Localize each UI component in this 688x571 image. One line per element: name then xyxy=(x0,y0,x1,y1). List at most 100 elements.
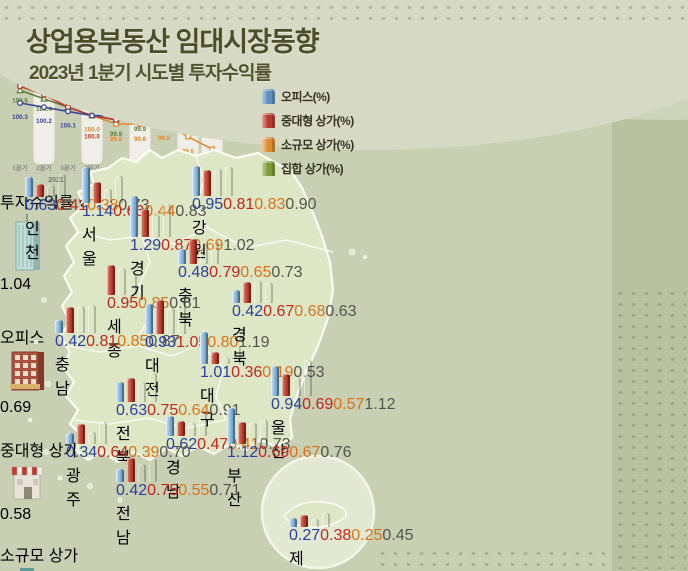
region-bar-value: 0.47 xyxy=(197,436,229,453)
region-bar xyxy=(66,433,74,444)
region-bar-value: 0.42 xyxy=(55,333,87,350)
legend-item-label: 소규모 상가(%) xyxy=(281,138,354,152)
region-bar-value: 0.41 xyxy=(228,436,260,453)
data-marker xyxy=(41,104,47,111)
region-bar-value: 0.81 xyxy=(86,333,118,350)
region-bar xyxy=(254,281,262,303)
region-bar xyxy=(118,268,126,295)
office-building-icon xyxy=(262,89,275,104)
region-bar-value: 0.70 xyxy=(159,444,191,461)
data-marker xyxy=(17,100,23,106)
region-bar xyxy=(77,306,85,333)
region-bar-value: 0.85 xyxy=(117,333,149,350)
legend-item: 오피스(%) xyxy=(262,88,354,105)
region-bar-value: 0.45 xyxy=(382,527,414,544)
map-legend: 오피스(%) 중대형 상가(%) 소규모 상가(%) 집합 상가(%) xyxy=(262,88,354,177)
region-bar xyxy=(200,332,208,364)
region-bar-value: 0.39 xyxy=(128,444,160,461)
invest-value: 0.69 xyxy=(0,399,32,416)
data-label: 99.8 xyxy=(110,136,123,143)
region-bar-value: 0.75 xyxy=(147,402,179,419)
data-label: 99.8 xyxy=(134,136,147,143)
region-bar xyxy=(88,432,96,444)
legend-item-label: 오피스(%) xyxy=(281,90,330,104)
region-bar xyxy=(25,177,33,197)
region-bar xyxy=(203,170,211,196)
region-bar xyxy=(99,422,107,444)
invest-pedestal: 1.04 xyxy=(0,276,688,324)
region-bar xyxy=(188,423,196,436)
region-bar xyxy=(58,174,66,197)
region-bar xyxy=(127,378,135,402)
region-bar xyxy=(178,249,186,264)
small-building-icon xyxy=(262,137,275,152)
region-bar-value: 0.79 xyxy=(209,264,241,281)
invest-value: 0.58 xyxy=(0,506,32,523)
region-bar-value: 1.05 xyxy=(176,334,208,351)
region-bar-value: 0.63 xyxy=(325,303,357,320)
region-bar-value: 0.73 xyxy=(271,264,303,281)
region-bar-value: 0.62 xyxy=(166,436,198,453)
legend-item: 소규모 상가(%) xyxy=(262,136,354,153)
region-bar-value: 0.91 xyxy=(209,402,241,419)
quarter-tick-label: 4분기 xyxy=(84,163,100,172)
region-bar-value: 0.27 xyxy=(289,527,321,544)
region-bar xyxy=(116,469,124,482)
region-bar xyxy=(82,167,90,203)
region-bar-value: 0.95 xyxy=(107,295,139,312)
region-bar xyxy=(55,320,63,333)
region-label: 서울 xyxy=(82,227,97,268)
invest-label: 소규모 상가 xyxy=(0,548,79,565)
region-label: 인천 xyxy=(25,221,40,262)
legend-item-label: 집합 상가(%) xyxy=(281,162,344,176)
mid-building-icon xyxy=(262,113,275,128)
region-bar xyxy=(238,422,246,444)
legend-item: 집합 상가(%) xyxy=(262,160,354,177)
invest-column: 1.04 오피스 xyxy=(0,213,688,348)
region-bar xyxy=(93,182,101,203)
region-bar-value: 0.64 xyxy=(97,444,129,461)
region-label: 경기 xyxy=(130,261,145,302)
dot-pattern xyxy=(376,548,612,570)
region-bar-value: 0.55 xyxy=(178,482,210,499)
region-bar xyxy=(311,519,319,527)
region-bar-value: 0.95 xyxy=(192,196,224,213)
invest-label: 오피스 xyxy=(0,330,45,347)
region-bar-value: 0.94 xyxy=(271,396,303,413)
region-bar xyxy=(141,209,149,237)
region-bar-value: 0.71 xyxy=(209,482,241,499)
region-bar xyxy=(227,408,235,444)
region-bar xyxy=(322,513,330,527)
aggregate-building-icon xyxy=(0,566,688,571)
data-label: 99.5 xyxy=(182,149,195,156)
region-bar xyxy=(282,374,290,396)
invest-column: 0.69 중대형 상가 xyxy=(0,348,688,461)
region-bar-value: 0.57 xyxy=(333,396,365,413)
data-label: 100.2 xyxy=(36,118,52,125)
region-bar xyxy=(232,290,240,303)
region-bar-value: 0.64 xyxy=(178,402,210,419)
region-bar xyxy=(200,243,208,264)
region-bar-value: 0.44 xyxy=(144,203,176,220)
region-bar-value: 0.75 xyxy=(147,482,179,499)
region-bar-value: 0.87 xyxy=(161,237,193,254)
region-bar-value: 0.34 xyxy=(66,444,98,461)
dot-pattern xyxy=(614,288,686,569)
region-bar xyxy=(138,382,146,402)
region-bar-value: 1.12 xyxy=(227,444,259,461)
region-bar xyxy=(199,413,207,436)
region-bar xyxy=(265,283,273,303)
page-title: 상업용부동산 임대시장동향 xyxy=(26,27,320,57)
region-bar-value: 0.38 xyxy=(320,527,352,544)
region-label: 부산 xyxy=(227,468,242,509)
region-bar-value: 0.69 xyxy=(258,444,290,461)
region-bar-value: 0.53 xyxy=(293,364,325,381)
invest-value: 1.04 xyxy=(0,276,32,293)
region-bar-value: 0.73 xyxy=(259,436,291,453)
region-bar-value: 0.76 xyxy=(320,444,352,461)
page-subtitle: 2023년 1분기 시도별 투자수익률 xyxy=(29,63,272,84)
data-marker xyxy=(65,108,71,115)
region-bar xyxy=(243,282,251,303)
region-bar-value: 0.80 xyxy=(207,334,239,351)
region-label: 대구 xyxy=(200,388,215,429)
